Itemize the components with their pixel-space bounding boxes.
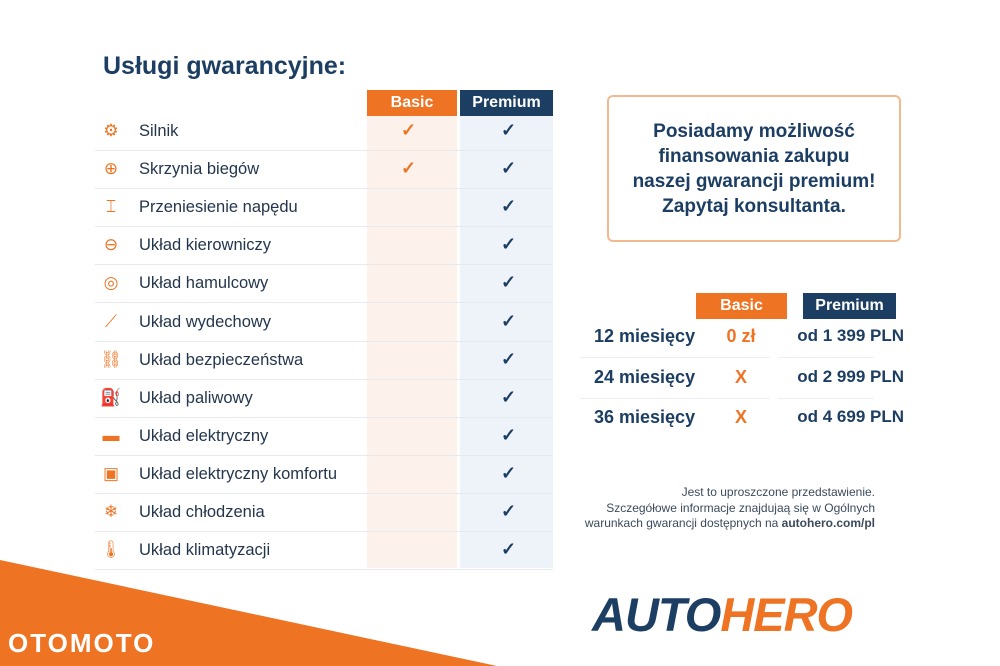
service-row: 🌡 Układ klimatyzacji ✓ — [95, 531, 553, 571]
basic-check-icon: ✓ — [401, 120, 417, 140]
service-label: Układ hamulcowy — [139, 274, 269, 293]
premium-check-icon: ✓ — [501, 462, 517, 483]
snowflake-icon: ❄ — [103, 502, 119, 521]
basic-price: 0 zł — [726, 326, 756, 346]
premium-price: od 4 699 PLN — [797, 407, 904, 426]
service-label: Układ klimatyzacji — [139, 541, 271, 560]
service-label: Silnik — [139, 122, 179, 140]
basic-column-bg — [367, 116, 457, 568]
note-line: warunkach gwarancji dostępnych na autohe… — [560, 516, 875, 532]
drivetrain-icon: ⌶ — [105, 197, 117, 217]
service-row: ▣ Układ elektryczny komfortu ✓ — [95, 455, 553, 494]
service-row: ⛽ Układ paliwowy ✓ — [95, 379, 553, 418]
premium-check-icon: ✓ — [501, 424, 517, 445]
basic-price: X — [734, 407, 747, 427]
fuel-pump-icon: ⛽ — [100, 387, 122, 407]
logo-auto: AUTO — [592, 588, 721, 641]
pricing-basic-header: Basic — [696, 293, 787, 319]
service-label: Układ chłodzenia — [139, 503, 265, 521]
brake-disc-icon: ◎ — [103, 273, 119, 293]
service-row: ⛓ Układ bezpieczeństwa ✓ — [95, 341, 553, 380]
logo-hero: HERO — [720, 588, 853, 641]
premium-check-icon: ✓ — [501, 310, 517, 331]
promo-line: finansowania zakupu — [658, 145, 850, 167]
chip-icon: ▣ — [102, 463, 120, 483]
period-label: 24 miesięcy — [594, 366, 696, 387]
premium-price: od 1 399 PLN — [797, 326, 904, 345]
premium-check-icon: ✓ — [501, 501, 517, 521]
pricing-row: 36 miesięcy X od 4 699 PLN — [580, 398, 904, 438]
premium-check-icon: ✓ — [501, 158, 517, 179]
autohero-logo: AUTOHERO — [592, 587, 853, 642]
pricing-row: 12 miesięcy 0 zł od 1 399 PLN — [580, 317, 904, 357]
premium-check-icon: ✓ — [501, 272, 517, 293]
premium-check-icon: ✓ — [501, 120, 517, 140]
service-row: ▬ Układ elektryczny ✓ — [95, 417, 553, 456]
service-label: Przeniesienie napędu — [139, 198, 298, 217]
service-label: Układ elektryczny — [139, 426, 269, 445]
premium-header: Premium — [460, 90, 553, 116]
divider — [580, 357, 770, 358]
premium-check-icon: ✓ — [501, 348, 517, 369]
premium-check-icon: ✓ — [501, 539, 517, 560]
service-row: ◎ Układ hamulcowy ✓ — [95, 264, 553, 304]
premium-check-icon: ✓ — [501, 386, 517, 407]
battery-icon: ▬ — [102, 425, 120, 445]
pricing-premium-header: Premium — [803, 293, 896, 319]
basic-header: Basic — [367, 90, 457, 116]
disclaimer-note: Jest to uproszczone przedstawienie. Szcz… — [560, 485, 875, 532]
service-label: Układ bezpieczeństwa — [139, 350, 304, 369]
service-label: Układ elektryczny komfortu — [139, 464, 338, 483]
service-label: Układ wydechowy — [139, 312, 272, 331]
basic-check-icon: ✓ — [401, 158, 417, 179]
note-text: warunkach gwarancji dostępnych na — [584, 516, 782, 530]
service-label: Układ paliwowy — [139, 388, 253, 407]
service-label: Układ kierowniczy — [139, 236, 272, 255]
autohero-link[interactable]: autohero.com/pl — [781, 516, 875, 530]
basic-price: X — [734, 366, 747, 387]
otomoto-watermark: OTOMOTO — [8, 628, 156, 658]
pricing-row: 24 miesięcy X od 2 999 PLN — [580, 358, 904, 398]
service-row: ⊖ Układ kierowniczy ✓ — [95, 226, 553, 266]
service-row: ⌶ Przeniesienie napędu ✓ — [95, 188, 553, 228]
divider — [580, 397, 770, 399]
steering-wheel-icon: ⊖ — [103, 235, 119, 255]
seatbelt-icon: ⛓ — [100, 349, 122, 369]
engine-icon: ⚙ — [103, 121, 119, 140]
service-label: Skrzynia biegów — [139, 160, 260, 179]
thermometer-icon: 🌡 — [100, 540, 122, 560]
period-label: 12 miesięcy — [594, 326, 696, 346]
exhaust-icon: ⟋ — [105, 311, 117, 331]
divider — [778, 357, 874, 358]
premium-price: od 2 999 PLN — [797, 366, 904, 386]
page-title: Usługi gwarancyjne: — [103, 52, 347, 80]
premium-column-bg — [460, 116, 553, 568]
promo-line: Zapytaj konsultanta. — [662, 195, 846, 217]
note-line: Szczegółowe informacje znajdujaą się w O… — [606, 500, 875, 515]
service-row: ❄ Układ chłodzenia ✓ — [95, 493, 553, 532]
premium-check-icon: ✓ — [501, 196, 517, 217]
gearbox-icon: ⊕ — [103, 159, 119, 179]
promo-line: Posiadamy możliwość — [653, 120, 855, 142]
note-line: Jest to uproszczone przedstawienie. — [681, 485, 875, 499]
service-row: ⚙ Silnik ✓ ✓ — [95, 112, 553, 151]
premium-check-icon: ✓ — [501, 234, 517, 255]
divider — [778, 397, 874, 399]
period-label: 36 miesięcy — [594, 407, 696, 427]
promo-line: naszej gwarancji premium! — [632, 170, 876, 192]
service-row: ⊕ Skrzynia biegów ✓ ✓ — [95, 150, 553, 190]
financing-promo-box: Posiadamy możliwość finansowania zakupu … — [607, 95, 901, 242]
service-row: ⟋ Układ wydechowy ✓ — [95, 303, 553, 342]
